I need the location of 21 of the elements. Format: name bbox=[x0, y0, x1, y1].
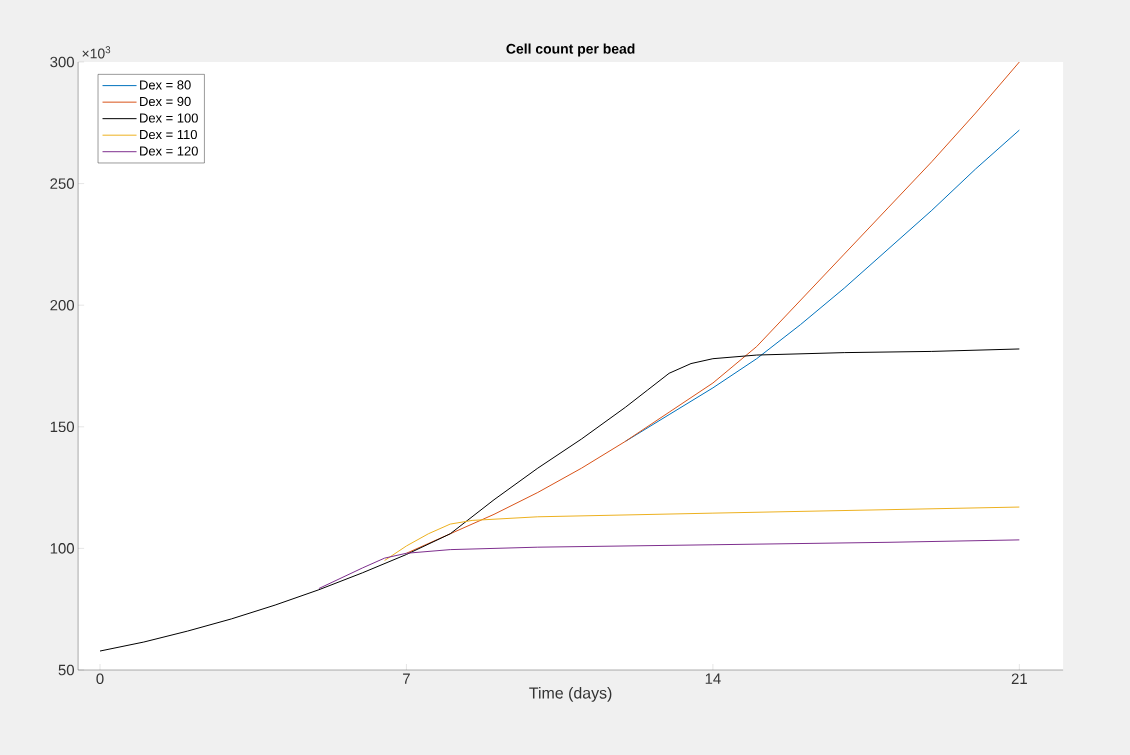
y-tick-label: 100 bbox=[50, 543, 74, 554]
x-tick-label: 7 bbox=[403, 673, 410, 684]
legend-label: Dex = 100 bbox=[140, 113, 198, 123]
legend-label: Dex = 120 bbox=[140, 146, 198, 156]
text: ×10$^{3}$ bbox=[82, 46, 111, 59]
legend-label: Dex = 90 bbox=[140, 96, 191, 107]
x-tick-label: 0 bbox=[96, 673, 104, 685]
line-series bbox=[318, 539, 1020, 590]
y-tick-label: 50 bbox=[58, 664, 74, 676]
x-tick-label: 14 bbox=[705, 673, 721, 684]
legend-label: Dex = 80 bbox=[140, 80, 191, 90]
x-tick-label: 21 bbox=[1011, 673, 1027, 684]
legend-label: Dex = 110 bbox=[140, 129, 197, 140]
y-tick-label: 200 bbox=[50, 299, 74, 311]
chart-title: Cell count per bead bbox=[506, 43, 635, 57]
x-axis-title: Time (days) bbox=[529, 686, 612, 702]
line-series bbox=[99, 348, 1020, 652]
y-tick-label: 300 bbox=[50, 56, 74, 68]
y-tick-label: 150 bbox=[50, 421, 74, 433]
y-tick-label: 250 bbox=[50, 178, 74, 189]
line-series bbox=[384, 506, 1020, 562]
